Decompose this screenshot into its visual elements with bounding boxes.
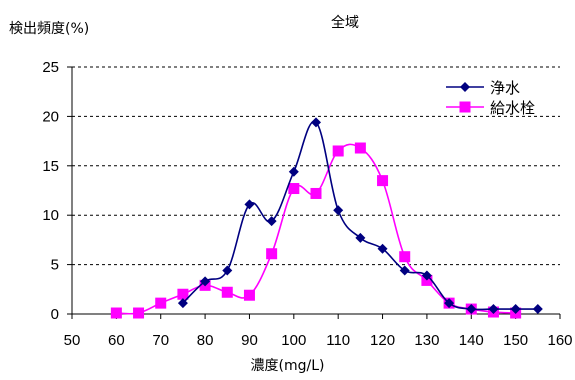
x-tick-label: 130	[414, 332, 439, 349]
data-point-kyusuisen	[332, 145, 344, 157]
data-point-josui	[421, 270, 432, 281]
data-point-kyusuisen	[243, 289, 255, 301]
legend-marker	[459, 101, 471, 113]
x-axis-title: 濃度(mg/L)	[250, 358, 325, 374]
y-tick-label: 5	[51, 257, 59, 274]
chart-title: 全域	[331, 15, 359, 31]
data-point-kyusuisen	[177, 288, 189, 300]
x-tick-label: 50	[64, 332, 81, 349]
data-point-josui	[510, 304, 521, 315]
data-point-kyusuisen	[354, 142, 366, 154]
y-tick-label: 20	[42, 108, 59, 125]
x-tick-label: 150	[503, 332, 528, 349]
series-line-kyusuisen	[116, 143, 516, 315]
x-tick-label: 160	[547, 332, 572, 349]
data-point-josui	[266, 216, 277, 227]
data-point-kyusuisen	[133, 307, 145, 319]
data-point-josui	[466, 304, 477, 315]
data-point-josui	[288, 166, 299, 177]
y-tick-label: 25	[42, 59, 59, 76]
x-tick-label: 100	[281, 332, 306, 349]
data-point-josui	[311, 117, 321, 128]
data-point-josui	[355, 232, 366, 243]
x-tick-label: 120	[370, 332, 395, 349]
data-point-kyusuisen	[399, 251, 411, 263]
data-point-josui	[399, 265, 410, 276]
data-point-kyusuisen	[221, 286, 233, 298]
y-tick-label: 0	[51, 306, 59, 323]
legend-label: 給水栓	[490, 99, 535, 117]
data-point-josui	[244, 199, 255, 210]
data-point-kyusuisen	[155, 297, 167, 309]
legend-marker	[460, 82, 470, 92]
x-tick-label: 90	[241, 332, 258, 349]
x-tick-label: 140	[459, 332, 484, 349]
data-point-kyusuisen	[266, 248, 278, 260]
series-line-josui	[182, 120, 538, 311]
data-point-josui	[532, 304, 543, 315]
data-point-josui	[177, 298, 188, 309]
y-axis-title: 検出頻度(%)	[9, 21, 90, 37]
x-tick-label: 60	[108, 332, 125, 349]
data-point-josui	[222, 265, 233, 276]
data-point-josui	[333, 205, 344, 216]
data-point-kyusuisen	[310, 187, 322, 199]
data-point-josui	[488, 304, 499, 315]
data-point-kyusuisen	[110, 307, 122, 319]
y-tick-label: 10	[42, 207, 59, 224]
data-point-josui	[200, 276, 211, 287]
x-tick-label: 70	[152, 332, 169, 349]
y-tick-label: 15	[42, 158, 59, 175]
data-point-kyusuisen	[288, 183, 300, 195]
legend-label: 浄水	[490, 79, 520, 97]
x-tick-label: 110	[326, 332, 350, 349]
data-point-josui	[444, 298, 455, 309]
data-point-josui	[377, 243, 388, 254]
data-point-kyusuisen	[377, 175, 389, 187]
x-tick-label: 80	[197, 332, 214, 349]
